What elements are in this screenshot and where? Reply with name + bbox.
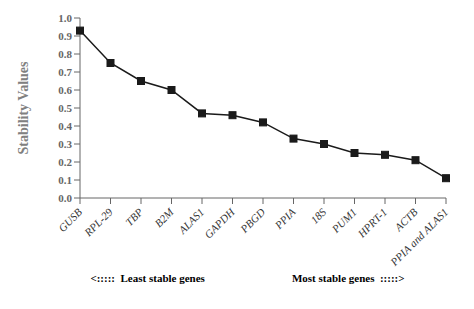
svg-text:PPIA and ALAS1: PPIA and ALAS1: [387, 206, 450, 269]
html-text:<::::: Least stable genes: <::::: Least stable genes: [90, 272, 205, 284]
svg-text:18S: 18S: [308, 205, 329, 226]
svg-text:0.7: 0.7: [58, 66, 72, 78]
svg-text:1.0: 1.0: [58, 12, 72, 24]
svg-text:RPL-29: RPL-29: [81, 205, 115, 239]
svg-text:0.1: 0.1: [58, 174, 72, 186]
svg-text:0.2: 0.2: [58, 156, 72, 168]
svg-text:PUM1: PUM1: [329, 205, 359, 235]
svg-text:0.9: 0.9: [58, 30, 72, 42]
svg-text:GAPDH: GAPDH: [202, 205, 238, 241]
svg-text:ACTB: ACTB: [392, 206, 420, 234]
svg-text:0.6: 0.6: [58, 84, 72, 96]
svg-text:ALAS1: ALAS1: [176, 205, 207, 236]
svg-text:HPRT-1: HPRT-1: [355, 206, 390, 241]
svg-text:GUSB: GUSB: [56, 206, 85, 235]
svg-text:0.0: 0.0: [58, 192, 72, 204]
svg-text:Stability Values: Stability Values: [16, 61, 31, 155]
svg-text:0.8: 0.8: [58, 48, 72, 60]
svg-text:B2M: B2M: [152, 205, 176, 229]
svg-text:0.5: 0.5: [58, 102, 72, 114]
html-text:Most stable genes :::::>: Most stable genes :::::>: [292, 272, 405, 284]
svg-text:0.4: 0.4: [58, 120, 72, 132]
svg-text:0.3: 0.3: [58, 138, 72, 150]
svg-text:TBP: TBP: [123, 206, 146, 229]
svg-text:PPIA: PPIA: [272, 206, 298, 232]
svg-text:PBGD: PBGD: [237, 206, 267, 236]
